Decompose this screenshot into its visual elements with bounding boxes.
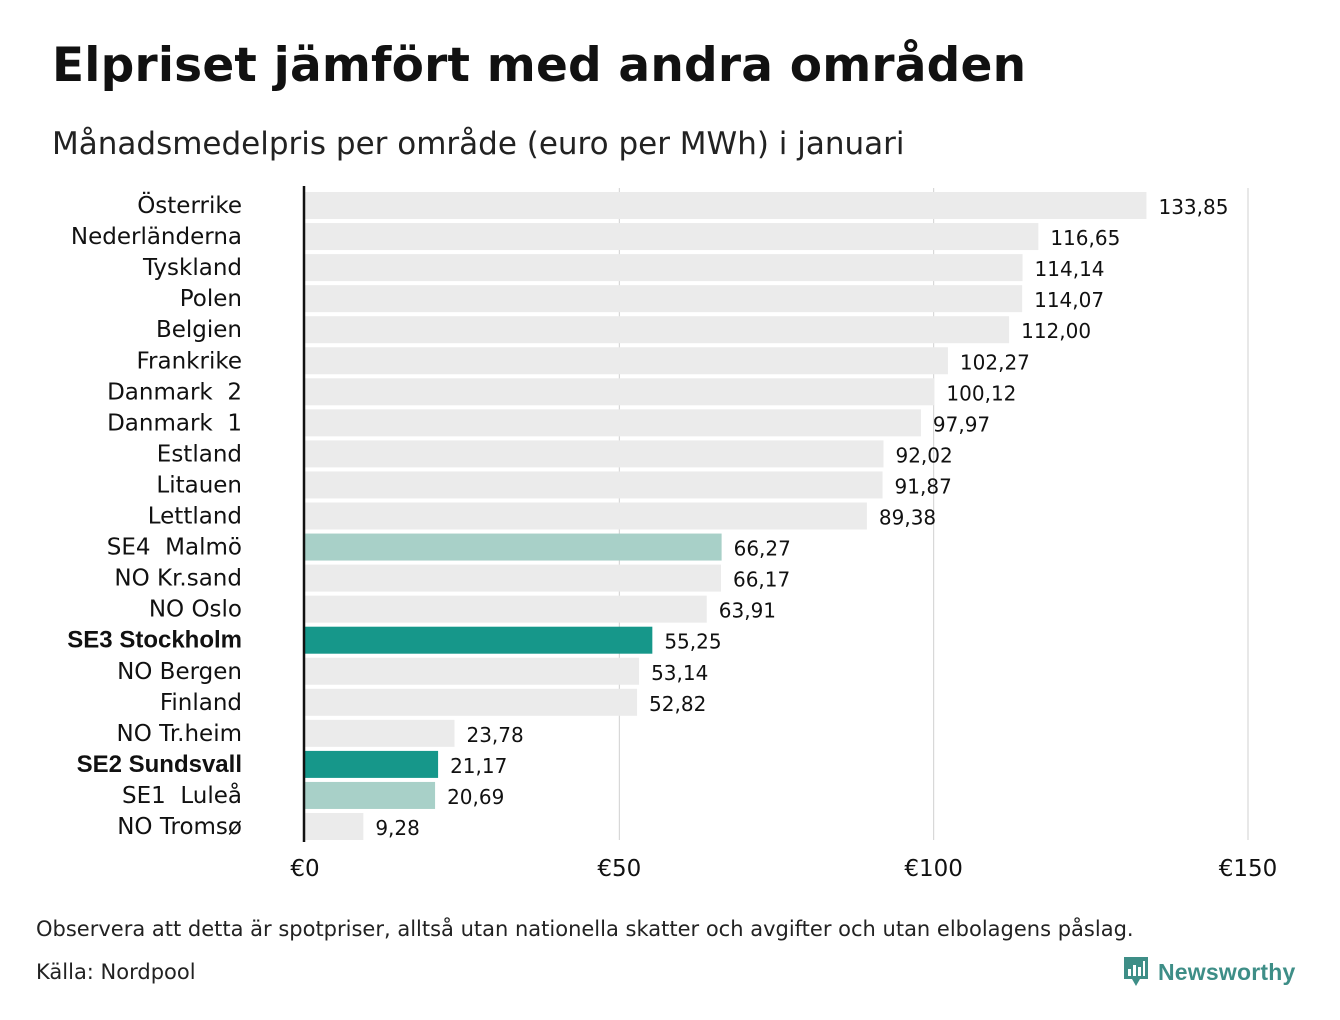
bar-19	[305, 781, 436, 809]
bar-16	[305, 688, 638, 716]
category-label-3: Polen	[180, 286, 242, 312]
value-label-1: 116,65	[1050, 226, 1120, 250]
value-label-14: 55,25	[664, 630, 721, 654]
value-label-12: 66,17	[733, 568, 790, 592]
value-label-3: 114,07	[1034, 288, 1104, 312]
value-label-17: 23,78	[466, 723, 523, 747]
value-label-8: 92,02	[895, 443, 952, 467]
x-tick-label-2: €100	[904, 856, 963, 882]
x-tick-label-1: €50	[597, 856, 641, 882]
value-label-13: 63,91	[719, 599, 776, 623]
category-label-0: Österrike	[137, 191, 242, 219]
brand-logo: Newsworthy	[1122, 955, 1295, 989]
source-note: Källa: Nordpool	[36, 960, 196, 984]
value-label-16: 52,82	[649, 692, 706, 716]
value-label-11: 66,27	[734, 537, 791, 561]
brand-name: Newsworthy	[1158, 958, 1296, 985]
category-label-1: Nederländerna	[71, 224, 242, 250]
value-label-18: 21,17	[450, 754, 507, 778]
category-label-11: SE4 Malmö	[107, 535, 242, 561]
chart-subtitle: Månadsmedelpris per område (euro per MWh…	[52, 126, 905, 162]
category-label-14: SE3 Stockholm	[67, 627, 242, 654]
value-label-2: 114,14	[1035, 257, 1105, 281]
value-label-10: 89,38	[879, 506, 936, 530]
chart-title: Elpriset jämfört med andra områden	[52, 38, 1027, 93]
category-label-6: Danmark 2	[107, 379, 242, 405]
value-label-19: 20,69	[447, 785, 504, 809]
bar-8	[305, 440, 884, 468]
bar-20	[305, 813, 364, 840]
bar-5	[305, 347, 948, 375]
category-label-15: NO Bergen	[117, 659, 242, 685]
value-label-15: 53,14	[651, 661, 708, 685]
category-label-10: Lettland	[148, 504, 242, 530]
bar-6	[305, 378, 935, 406]
category-label-20: NO Tromsø	[117, 814, 242, 840]
value-label-6: 100,12	[946, 381, 1016, 405]
bar-10	[305, 502, 867, 530]
value-label-4: 112,00	[1021, 319, 1091, 343]
value-label-0: 133,85	[1158, 195, 1228, 219]
category-label-5: Frankrike	[137, 348, 243, 374]
footnote: Observera att detta är spotpriser, allts…	[36, 917, 1134, 941]
bar-7	[305, 409, 921, 437]
category-label-7: Danmark 1	[107, 410, 242, 436]
bar-15	[305, 657, 640, 685]
bar-1	[305, 223, 1039, 251]
bar-11	[305, 533, 722, 561]
category-label-17: NO Tr.heim	[117, 721, 242, 747]
bar-chart: Österrike 133,85 Nederländerna 116,65 Tyskla…	[67, 186, 1278, 882]
category-label-19: SE1 Luleå	[122, 781, 242, 809]
category-label-9: Litauen	[156, 472, 242, 498]
category-label-16: Finland	[160, 690, 242, 716]
bar-18	[305, 750, 439, 778]
x-tick-label-0: €0	[290, 856, 319, 882]
bar-0	[305, 192, 1147, 219]
bar-3	[305, 285, 1023, 313]
value-label-20: 9,28	[375, 816, 420, 840]
bar-12	[305, 564, 721, 592]
bar-2	[305, 254, 1023, 282]
category-label-12: NO Kr.sand	[114, 566, 242, 592]
newsworthy-logo-icon	[1124, 957, 1148, 986]
category-label-13: NO Oslo	[149, 597, 242, 623]
category-label-18: SE2 Sundsvall	[77, 751, 242, 778]
category-label-8: Estland	[157, 441, 242, 467]
bar-9	[305, 471, 883, 499]
bar-14	[305, 626, 653, 654]
bar-13	[305, 595, 707, 623]
bar-4	[305, 316, 1010, 344]
value-label-5: 102,27	[960, 350, 1030, 374]
category-label-2: Tyskland	[142, 255, 242, 281]
x-tick-label-3: €150	[1219, 856, 1278, 882]
value-label-9: 91,87	[895, 474, 952, 498]
category-label-4: Belgien	[156, 317, 242, 343]
value-label-7: 97,97	[933, 412, 990, 436]
bar-17	[305, 719, 455, 747]
